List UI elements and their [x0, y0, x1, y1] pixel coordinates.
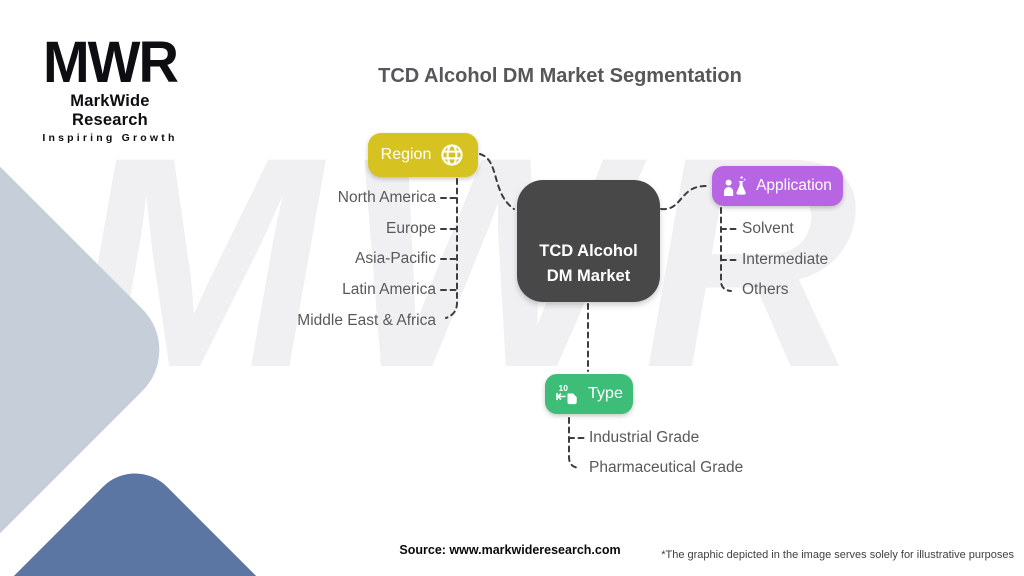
- type-item: Pharmaceutical Grade: [589, 459, 744, 476]
- logo: MWR MarkWide Research Inspiring Growth: [30, 28, 190, 144]
- logo-company-name: MarkWide Research: [70, 92, 150, 129]
- disclaimer-text: *The graphic depicted in the image serve…: [661, 549, 1014, 561]
- application-item: Intermediate: [742, 250, 829, 268]
- branch-node-type: 10 Type: [545, 374, 633, 414]
- branch-node-application: Application: [712, 166, 843, 206]
- connector-application-items-spine: [720, 207, 732, 292]
- connector-region-to-center: [479, 153, 515, 210]
- region-items-list: North America Europe Asia-Pacific Latin …: [180, 183, 436, 337]
- logo-acronym: MWR: [43, 28, 179, 95]
- diagram-title: TCD Alcohol DM Market Segmentation: [378, 65, 742, 87]
- application-label: Application: [756, 177, 832, 194]
- region-item: Latin America: [342, 281, 436, 299]
- grade-tag-icon: 10: [555, 383, 580, 406]
- region-item: Asia-Pacific: [355, 250, 436, 268]
- connector-type-items-spine: [568, 417, 580, 469]
- center-node-label-line2: DM Market: [546, 267, 631, 285]
- type-items-list: Industrial Grade Pharmaceutical Grade: [589, 423, 743, 483]
- connector-region-items-spine: [445, 178, 458, 319]
- source-text: Source: www.markwideresearch.com: [399, 543, 621, 557]
- type-item: Industrial Grade: [589, 429, 700, 446]
- region-item: North America: [337, 189, 436, 206]
- region-item: Middle East & Africa: [297, 311, 436, 329]
- application-items-list: Solvent Intermediate Others: [742, 214, 828, 306]
- center-node: TCD Alcohol DM Market: [517, 180, 660, 302]
- globe-icon: [439, 142, 465, 168]
- type-label: Type: [588, 385, 623, 402]
- branch-node-region: Region: [368, 133, 478, 177]
- svg-text:10: 10: [559, 383, 569, 393]
- application-item: Others: [742, 281, 789, 298]
- connector-center-to-application: [660, 185, 707, 211]
- logo-tagline: Inspiring Growth: [42, 132, 178, 144]
- center-node-label-line1: TCD Alcohol: [539, 242, 638, 260]
- region-item: Europe: [386, 219, 436, 237]
- scientist-flask-icon: [723, 175, 748, 198]
- application-item: Solvent: [742, 220, 794, 237]
- region-label: Region: [380, 146, 432, 163]
